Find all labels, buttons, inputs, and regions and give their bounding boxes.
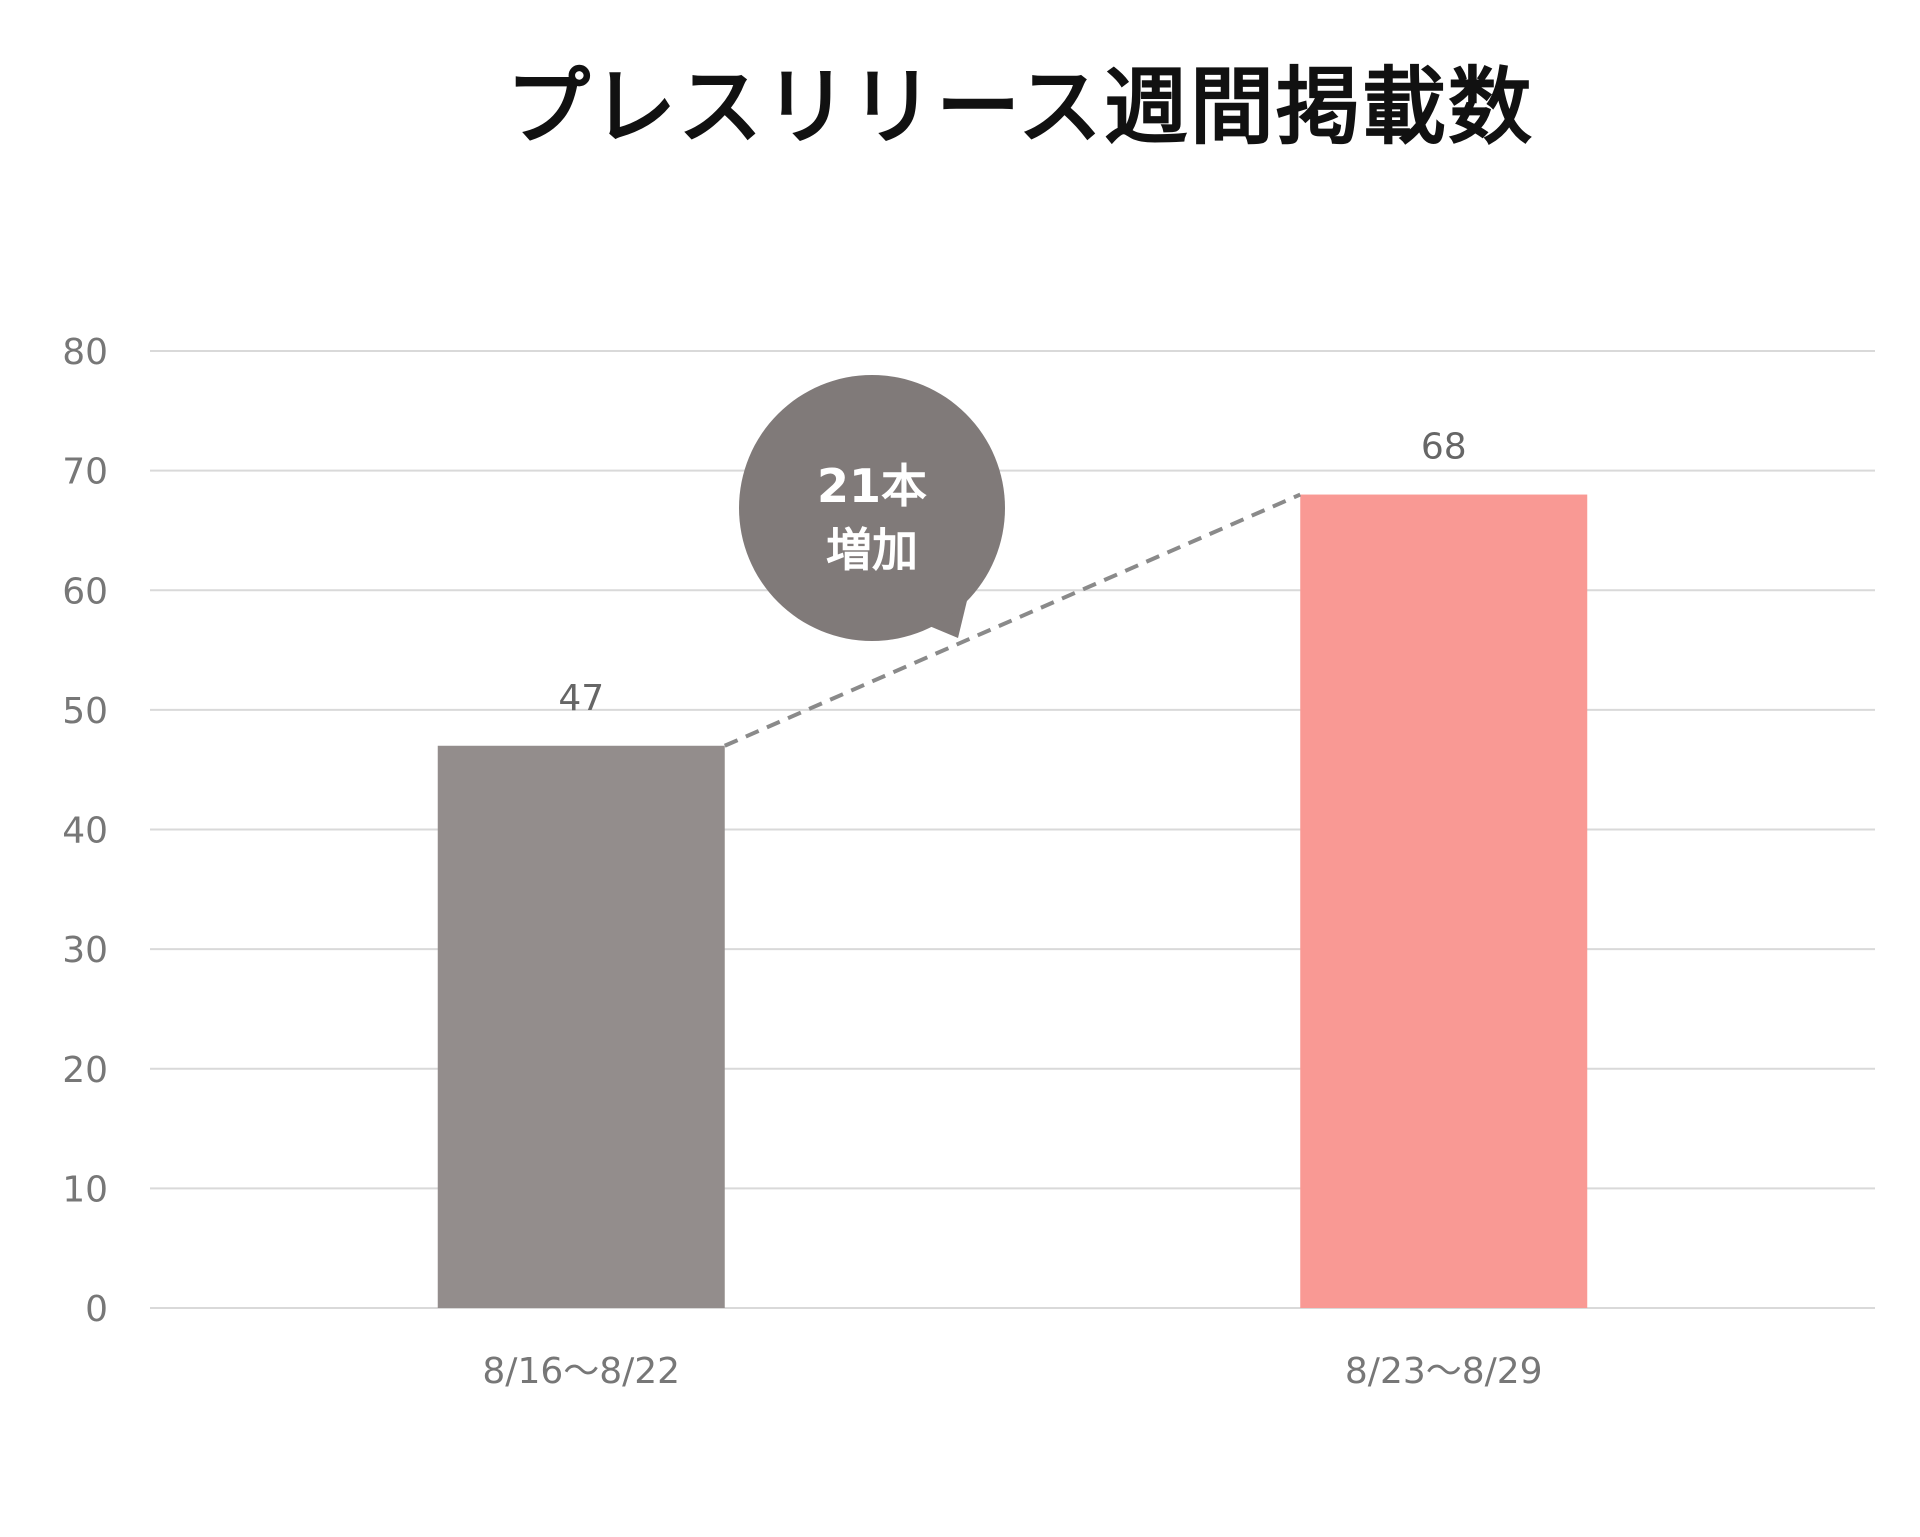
increase-connector (723, 492, 1302, 748)
chart-title: プレスリリース週間掲載数 (506, 58, 1534, 156)
y-tick-label: 10 (62, 1169, 108, 1210)
callout-bubble (739, 375, 1005, 641)
data-label: 47 (558, 678, 604, 719)
y-axis-ticks: 0 10 20 30 40 50 60 70 80 (62, 332, 108, 1330)
bar (1300, 494, 1588, 1308)
x-tick-label: 8/23〜8/29 (1345, 1351, 1543, 1392)
callout-line2: 増加 (826, 523, 918, 577)
x-tick-label: 8/16〜8/22 (482, 1351, 680, 1392)
bar (437, 745, 725, 1308)
dashed-connector-line (723, 492, 1302, 748)
x-axis-ticks: 8/16〜8/22 8/23〜8/29 (482, 1351, 1542, 1392)
y-tick-label: 40 (62, 811, 108, 852)
data-label: 68 (1421, 427, 1467, 468)
data-labels: 47 68 (558, 427, 1466, 719)
callout-line1: 21本 (817, 459, 927, 513)
y-tick-label: 70 (62, 452, 108, 493)
y-tick-label: 0 (85, 1289, 108, 1330)
y-tick-label: 20 (62, 1050, 108, 1091)
bars (437, 494, 1588, 1308)
y-tick-label: 50 (62, 691, 108, 732)
y-tick-label: 80 (62, 332, 108, 373)
y-tick-label: 60 (62, 571, 108, 612)
gridlines (150, 350, 1875, 1309)
y-tick-label: 30 (62, 930, 108, 971)
